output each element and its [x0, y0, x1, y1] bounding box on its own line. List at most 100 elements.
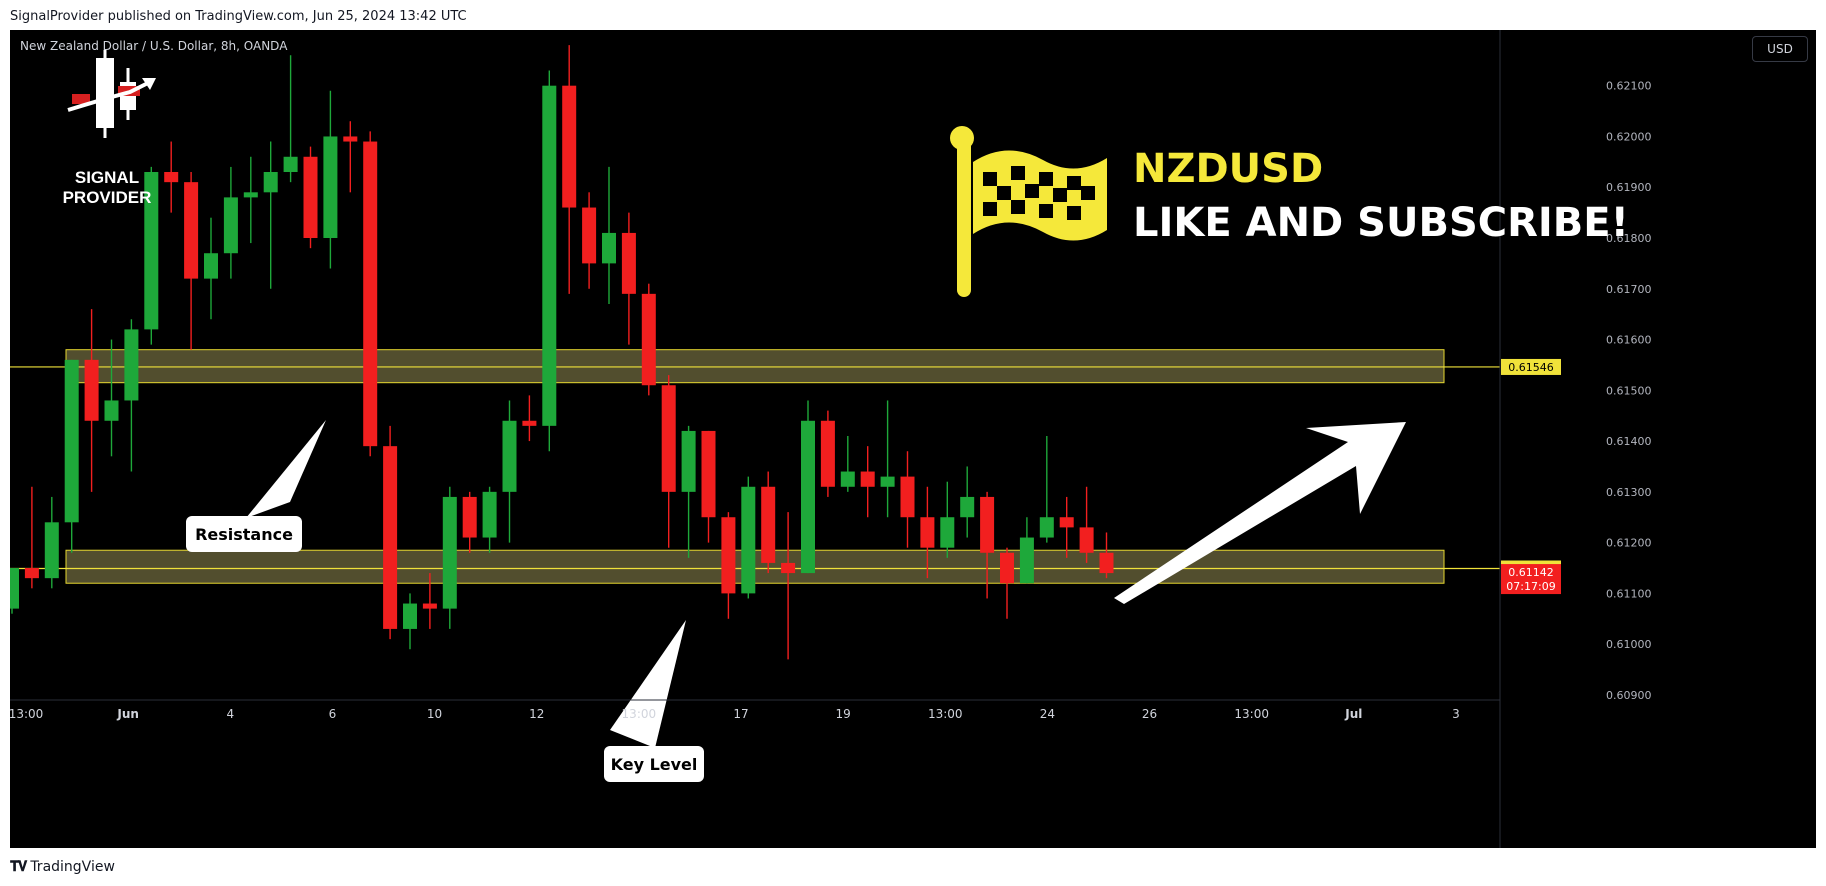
price-scale[interactable]: [1500, 30, 1816, 848]
candle[interactable]: [482, 486, 497, 553]
candle[interactable]: [184, 172, 199, 350]
candle[interactable]: [84, 309, 99, 492]
candle[interactable]: [502, 400, 517, 543]
candle-body[interactable]: [104, 400, 119, 421]
candle-body[interactable]: [323, 136, 338, 238]
candle-body[interactable]: [10, 568, 19, 609]
candle-body[interactable]: [1000, 552, 1014, 584]
candlestick-chart[interactable]: 0.62100 0.62000 0.61900 0.61800 0.61700 0.616…: [10, 30, 1816, 848]
candle[interactable]: [204, 217, 218, 320]
candle-body[interactable]: [602, 232, 616, 264]
candle[interactable]: [641, 283, 656, 396]
candle-body[interactable]: [24, 568, 39, 579]
candle-body[interactable]: [243, 192, 258, 198]
candle-body[interactable]: [980, 496, 995, 553]
candle-body[interactable]: [741, 486, 756, 594]
candle-body[interactable]: [223, 197, 238, 254]
candle[interactable]: [801, 400, 815, 574]
candle-body[interactable]: [542, 85, 557, 426]
candle-body[interactable]: [582, 207, 597, 264]
candle[interactable]: [64, 359, 79, 553]
candle[interactable]: [383, 425, 398, 640]
candle[interactable]: [562, 45, 577, 294]
candle[interactable]: [1099, 532, 1114, 579]
candle[interactable]: [542, 70, 557, 452]
candle-body[interactable]: [44, 522, 59, 579]
chart-area[interactable]: 0.62100 0.62000 0.61900 0.61800 0.61700 0.616…: [10, 30, 1816, 848]
candle[interactable]: [24, 486, 39, 589]
candle[interactable]: [761, 471, 776, 574]
candle-body[interactable]: [343, 136, 358, 142]
candle[interactable]: [721, 512, 736, 619]
candle[interactable]: [741, 476, 756, 599]
candle-body[interactable]: [283, 156, 298, 172]
candle-body[interactable]: [84, 359, 99, 421]
candle[interactable]: [104, 339, 119, 457]
candle-body[interactable]: [522, 420, 537, 426]
candle-body[interactable]: [482, 491, 497, 538]
candle[interactable]: [263, 141, 278, 289]
candle-body[interactable]: [144, 172, 159, 330]
candle-body[interactable]: [840, 471, 855, 487]
candle-body[interactable]: [641, 293, 656, 386]
candle-body[interactable]: [900, 476, 915, 518]
candle[interactable]: [1079, 486, 1094, 563]
candle[interactable]: [960, 466, 975, 538]
candle-body[interactable]: [184, 182, 199, 279]
candle[interactable]: [1000, 547, 1014, 619]
candle[interactable]: [602, 166, 616, 304]
candle[interactable]: [422, 573, 437, 629]
candle[interactable]: [44, 496, 59, 589]
candle-body[interactable]: [1059, 517, 1074, 528]
candle[interactable]: [940, 481, 955, 558]
candle[interactable]: [343, 121, 358, 193]
candle[interactable]: [781, 512, 796, 660]
candle[interactable]: [283, 55, 298, 183]
candle-body[interactable]: [422, 603, 437, 609]
candle-body[interactable]: [204, 253, 218, 279]
candle[interactable]: [980, 491, 995, 599]
candle-body[interactable]: [801, 420, 815, 574]
candle-body[interactable]: [920, 517, 935, 548]
candle-body[interactable]: [1079, 527, 1094, 553]
candle-body[interactable]: [860, 471, 875, 487]
candle-body[interactable]: [661, 385, 676, 492]
candle[interactable]: [303, 146, 318, 249]
candle-body[interactable]: [701, 430, 716, 518]
candle[interactable]: [860, 446, 875, 518]
candle[interactable]: [363, 131, 378, 457]
candle[interactable]: [681, 425, 696, 558]
candle[interactable]: [164, 141, 179, 213]
candle[interactable]: [124, 319, 139, 472]
candle[interactable]: [323, 90, 338, 269]
candle-body[interactable]: [621, 232, 636, 294]
candle[interactable]: [1039, 436, 1054, 543]
candle[interactable]: [10, 568, 19, 614]
candle[interactable]: [462, 491, 477, 553]
candle-body[interactable]: [562, 85, 577, 208]
candle[interactable]: [582, 192, 597, 289]
candle-body[interactable]: [781, 562, 796, 574]
candle-body[interactable]: [303, 156, 318, 238]
candle[interactable]: [442, 486, 457, 629]
candle[interactable]: [522, 395, 537, 442]
candle[interactable]: [621, 212, 636, 345]
candle-body[interactable]: [403, 603, 417, 629]
candle[interactable]: [144, 166, 159, 345]
candle-body[interactable]: [263, 172, 278, 193]
candle[interactable]: [840, 436, 855, 492]
candle[interactable]: [403, 593, 417, 650]
candle[interactable]: [880, 400, 895, 518]
candle-body[interactable]: [721, 517, 736, 594]
candle-body[interactable]: [1039, 517, 1054, 538]
candle[interactable]: [223, 166, 238, 279]
candle[interactable]: [920, 486, 935, 579]
candle[interactable]: [661, 375, 676, 548]
candle-body[interactable]: [820, 420, 835, 487]
candle[interactable]: [900, 451, 915, 548]
candle[interactable]: [1019, 517, 1034, 584]
candle-body[interactable]: [880, 476, 895, 487]
candle-body[interactable]: [502, 420, 517, 492]
currency-selector[interactable]: USD: [1752, 36, 1808, 62]
candle-body[interactable]: [1099, 552, 1114, 574]
